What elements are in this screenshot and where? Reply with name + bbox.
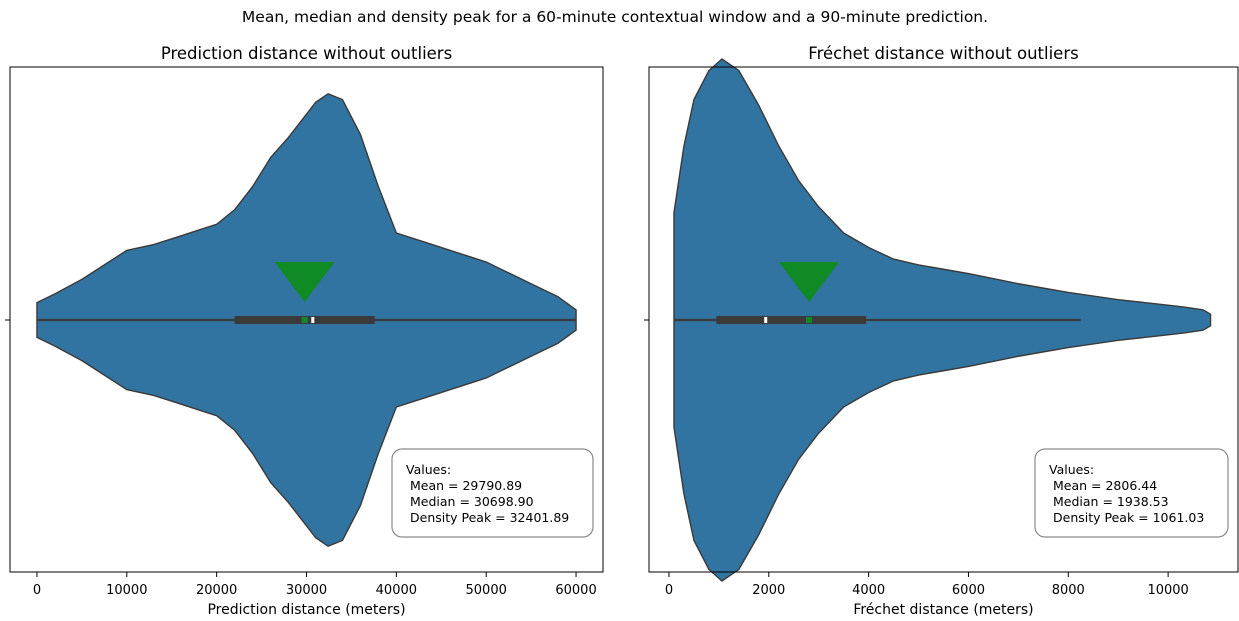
stats-heading: Values: (1049, 462, 1094, 477)
x-axis-label: Fréchet distance (meters) (853, 602, 1033, 618)
mean-triangle-marker (779, 262, 840, 302)
stats-heading: Values: (406, 462, 451, 477)
x-tick-label: 10000 (106, 583, 147, 598)
x-tick-label: 40000 (376, 583, 417, 598)
stats-box-frame (391, 448, 594, 538)
x-tick-label: 30000 (286, 583, 327, 598)
x-tick-label: 0 (33, 583, 41, 598)
stats-density-peak: Density Peak = 32401.89 (410, 510, 569, 525)
median-marker (764, 317, 768, 323)
stats-box-frame (1034, 448, 1229, 538)
x-tick-label: 20000 (196, 583, 237, 598)
x-tick-label: 50000 (466, 583, 507, 598)
x-tick-label: 10000 (1147, 583, 1188, 598)
mean-marker-dot (806, 317, 813, 323)
chart-panel-1: Prediction distance without outliers 0 100… (5, 44, 604, 618)
stats-mean: Mean = 29790.89 (410, 478, 522, 493)
x-axis-label: Prediction distance (meters) (207, 602, 405, 618)
x-tick-label: 60000 (555, 583, 596, 598)
x-tick-label: 0 (665, 583, 673, 598)
iqr-box (716, 316, 867, 324)
figure-suptitle: Mean, median and density peak for a 60-m… (242, 8, 988, 26)
stats-density-peak: Density Peak = 1061.03 (1053, 510, 1204, 525)
stats-mean: Mean = 2806.44 (1053, 478, 1157, 493)
x-tick-label: 8000 (1052, 583, 1085, 598)
chart-panel-2: Fréchet distance without outliers 0 2000 40… (644, 44, 1239, 618)
chart-title: Prediction distance without outliers (161, 44, 452, 63)
mean-triangle-marker (274, 262, 335, 302)
mean-marker-dot (301, 317, 308, 323)
stats-median: Median = 30698.90 (410, 494, 534, 509)
x-tick-label: 4000 (852, 583, 885, 598)
chart-title: Fréchet distance without outliers (808, 44, 1078, 63)
stats-median: Median = 1938.53 (1053, 494, 1169, 509)
median-marker (311, 317, 315, 323)
x-tick-label: 2000 (752, 583, 785, 598)
x-tick-label: 6000 (952, 583, 985, 598)
